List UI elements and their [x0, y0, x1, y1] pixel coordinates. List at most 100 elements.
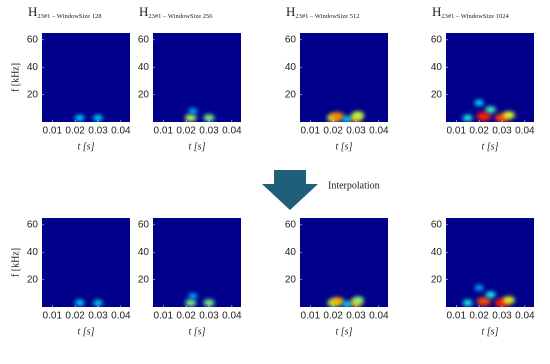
x-tick-label: 0.03 [346, 126, 366, 137]
hotspot [342, 301, 352, 307]
y-tick-label: 20 [285, 89, 297, 100]
x-tick-label: 0.02 [323, 311, 343, 322]
x-tick-label: 0.01 [43, 126, 63, 137]
plot-area [42, 218, 130, 307]
y-tick-label: 20 [27, 89, 39, 100]
y-axis-label: f [kHz] [10, 248, 21, 277]
x-tick-label: 0.03 [492, 311, 512, 322]
x-tick-label: 0.04 [515, 126, 535, 137]
hotspot [476, 297, 491, 306]
x-tick-label: 0.04 [369, 126, 389, 137]
x-tick-label: 0.04 [111, 311, 131, 322]
hotspot [474, 284, 484, 291]
title-sub: 23#1 – WindowSize 256 [148, 13, 213, 20]
heat [327, 296, 364, 307]
x-tick-label: 0.01 [154, 311, 174, 322]
y-tick-label: 40 [138, 62, 150, 73]
y-tick-label: 20 [431, 89, 443, 100]
x-tick-label: 0.03 [492, 126, 512, 137]
hotspot [93, 114, 103, 121]
plot-area [153, 218, 241, 307]
hotspot [352, 296, 364, 304]
y-tick-label: 40 [431, 247, 443, 258]
x-tick-label: 0.04 [515, 311, 535, 322]
heat [462, 99, 515, 122]
x-tick-label: 0.02 [469, 311, 489, 322]
x-tick-label: 0.03 [88, 311, 108, 322]
heat [74, 114, 103, 121]
x-axis-label: t [s] [336, 141, 353, 152]
hotspot [203, 299, 215, 307]
hotspot [74, 114, 85, 121]
title-main: H [139, 4, 148, 19]
x-tick-label: 0.04 [369, 311, 389, 322]
y-tick-label: 60 [285, 219, 297, 230]
title-sub: 23#1 – WindowSize 1024 [441, 13, 509, 20]
title-main: H [432, 4, 441, 19]
x-axis-label: t [s] [189, 141, 206, 152]
hotspot [184, 114, 197, 122]
x-tick-label: 0.04 [222, 126, 242, 137]
y-tick-label: 60 [285, 34, 297, 45]
hotspot [330, 112, 345, 121]
hotspot [462, 114, 473, 122]
hotspot [476, 111, 491, 122]
x-axis-label: t [s] [189, 326, 206, 337]
heat [74, 299, 103, 306]
y-tick-label: 60 [138, 219, 150, 230]
x-axis-label: t [s] [482, 326, 499, 337]
x-tick-label: 0.04 [222, 311, 242, 322]
x-tick-label: 0.01 [154, 126, 174, 137]
hotspot [485, 106, 496, 114]
hotspot [462, 299, 473, 307]
panel-title: H23#1 – WindowSize 128 [28, 4, 101, 21]
heat [184, 108, 215, 122]
hotspot [352, 111, 365, 119]
hotspot [502, 111, 515, 119]
y-tick-label: 20 [138, 89, 150, 100]
y-tick-label: 60 [431, 34, 443, 45]
title-main: H [286, 4, 295, 19]
hotspot [74, 299, 85, 306]
x-axis-label: t [s] [78, 326, 95, 337]
plot-area [153, 33, 241, 122]
annotation: Interpolation [328, 180, 380, 191]
plot-area [42, 33, 130, 122]
x-tick-label: 0.01 [43, 311, 63, 322]
x-tick-label: 0.04 [111, 126, 131, 137]
y-tick-label: 60 [27, 219, 39, 230]
y-tick-label: 20 [431, 274, 443, 285]
heat [185, 293, 215, 307]
heat [327, 111, 365, 122]
title-sub: 23#1 – WindowSize 128 [37, 13, 101, 20]
x-tick-label: 0.01 [301, 126, 321, 137]
x-axis-label: t [s] [482, 141, 499, 152]
hotspot [203, 114, 215, 122]
title-sub: 23#1 – WindowSize 512 [295, 13, 359, 20]
plot-area [300, 218, 388, 307]
hotspot [93, 299, 103, 306]
panel-title: H23#1 – WindowSize 1024 [432, 4, 509, 21]
y-tick-label: 20 [285, 274, 297, 285]
x-tick-label: 0.02 [65, 311, 85, 322]
hotspot [188, 293, 198, 299]
hotspot [342, 116, 352, 122]
arrow [262, 170, 318, 210]
x-tick-label: 0.03 [199, 126, 219, 137]
heat [462, 284, 515, 307]
x-tick-label: 0.01 [447, 311, 467, 322]
x-tick-label: 0.03 [199, 311, 219, 322]
y-tick-label: 60 [138, 34, 150, 45]
panel-title: H23#1 – WindowSize 512 [286, 4, 359, 21]
title-main: H [28, 4, 37, 19]
hotspot [331, 297, 345, 306]
x-tick-label: 0.02 [176, 126, 196, 137]
x-tick-label: 0.01 [447, 126, 467, 137]
y-tick-label: 40 [285, 62, 297, 73]
x-tick-label: 0.02 [65, 126, 85, 137]
hotspot [188, 108, 198, 114]
y-tick-label: 20 [138, 274, 150, 285]
x-axis-label: t [s] [336, 326, 353, 337]
y-tick-label: 40 [27, 247, 39, 258]
